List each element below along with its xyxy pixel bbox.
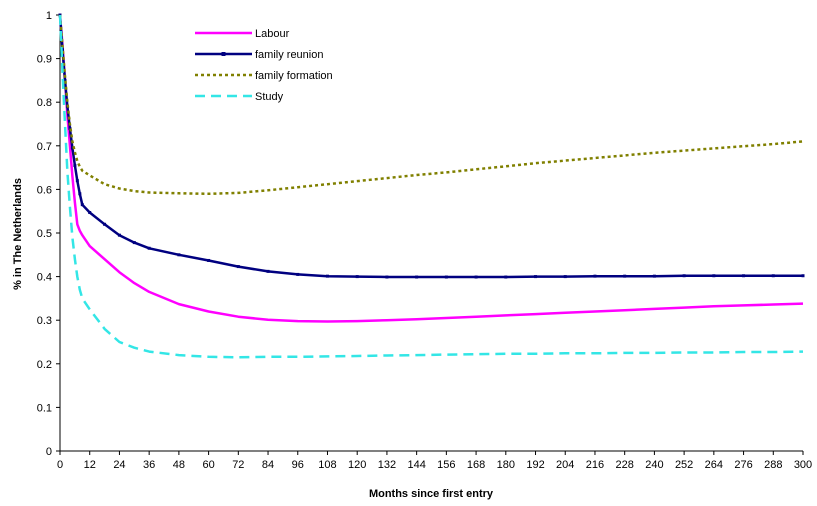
series-point-family-reunion	[132, 241, 136, 245]
x-tick-label: 0	[57, 459, 63, 471]
series-point-family-reunion	[355, 275, 359, 279]
series-point-family-reunion	[63, 78, 67, 82]
y-tick-label: 0	[46, 446, 52, 458]
x-tick-label: 264	[705, 459, 723, 471]
series-point-family-reunion	[712, 274, 716, 278]
series-line-study	[58, 14, 804, 359]
x-axis-ticks: 0 12 24 36 48 60 72 84 96 108 120 132 144 156 168 180 19…	[57, 451, 812, 471]
x-tick-label: 60	[202, 459, 214, 471]
y-tick-label: 0.4	[37, 272, 52, 284]
y-axis-title: % in The Netherlands	[12, 178, 24, 290]
legend-label-labour: Labour	[255, 28, 290, 40]
x-tick-label: 24	[113, 459, 125, 471]
series-point-family-reunion	[236, 265, 240, 269]
series-point-family-reunion	[325, 274, 329, 278]
series-point-family-reunion	[147, 246, 151, 250]
legend: Labour family reunion family formation Stud…	[195, 28, 333, 103]
x-tick-label: 276	[734, 459, 752, 471]
x-tick-label: 72	[232, 459, 244, 471]
x-tick-label: 300	[794, 459, 812, 471]
x-axis-title: Months since first entry	[369, 488, 494, 500]
series-point-family-reunion	[88, 211, 92, 215]
x-tick-label: 216	[586, 459, 604, 471]
x-tick-label: 84	[262, 459, 274, 471]
series-point-family-reunion	[652, 274, 656, 278]
series-point-family-reunion	[474, 275, 478, 279]
series-point-family-reunion	[266, 269, 270, 273]
x-tick-label: 288	[764, 459, 782, 471]
x-tick-label: 156	[437, 459, 455, 471]
x-tick-label: 96	[292, 459, 304, 471]
series-point-family-reunion	[444, 275, 448, 279]
series-point-family-reunion	[103, 222, 107, 226]
x-tick-label: 240	[645, 459, 663, 471]
series-point-family-reunion	[682, 274, 686, 278]
y-tick-label: 1	[46, 10, 52, 22]
series-point-family-reunion	[296, 272, 300, 276]
x-tick-label: 132	[378, 459, 396, 471]
series-lines	[58, 13, 805, 359]
x-tick-label: 48	[173, 459, 185, 471]
series-point-family-reunion	[504, 275, 508, 279]
series-point-family-reunion	[73, 163, 77, 167]
series-line-family-formation	[58, 14, 804, 196]
legend-label-family-formation: family formation	[255, 70, 333, 82]
y-tick-label: 0.1	[37, 402, 52, 414]
series-point-family-reunion	[117, 233, 121, 237]
y-tick-label: 0.6	[37, 184, 52, 196]
series-point-family-reunion	[75, 179, 79, 183]
y-tick-label: 0.3	[37, 315, 52, 327]
series-point-family-reunion	[207, 258, 211, 262]
series-line-family-reunion	[58, 14, 803, 279]
legend-label-family-reunion: family reunion	[255, 49, 323, 61]
series-point-family-reunion	[385, 275, 389, 279]
series-point-family-reunion	[78, 192, 82, 196]
series-point-family-reunion	[593, 274, 597, 278]
x-tick-label: 252	[675, 459, 693, 471]
x-tick-label: 168	[467, 459, 485, 471]
series-point-family-reunion	[563, 275, 567, 279]
x-tick-label: 120	[348, 459, 366, 471]
series-point-family-reunion	[80, 203, 84, 207]
x-tick-label: 144	[407, 459, 425, 471]
series-point-family-reunion	[177, 253, 181, 257]
x-tick-label: 12	[84, 459, 96, 471]
series-point-family-reunion	[415, 275, 419, 279]
y-tick-label: 0.9	[37, 54, 52, 66]
y-tick-label: 0.2	[37, 359, 52, 371]
legend-label-study: Study	[255, 91, 284, 103]
series-point-family-reunion	[623, 274, 627, 278]
series-point-family-reunion	[742, 274, 746, 278]
x-tick-label: 36	[143, 459, 155, 471]
x-tick-label: 228	[616, 459, 634, 471]
series-line-labour	[58, 14, 804, 323]
y-tick-label: 0.7	[37, 141, 52, 153]
y-tick-label: 0.5	[37, 228, 52, 240]
y-axis-ticks: 0 0.1 0.2 0.3 0.4 0.5 0.6 0.7 0.8 0.9 1	[37, 10, 60, 458]
x-tick-label: 108	[318, 459, 336, 471]
x-tick-label: 180	[497, 459, 515, 471]
series-point-family-reunion	[70, 146, 74, 150]
legend-marker-family-reunion	[221, 52, 226, 56]
series-point-family-reunion	[68, 126, 72, 130]
series-point-family-reunion	[534, 275, 538, 279]
y-tick-label: 0.8	[37, 97, 52, 109]
series-point-family-reunion	[801, 274, 805, 278]
series-point-family-reunion	[771, 274, 775, 278]
x-tick-label: 192	[526, 459, 544, 471]
x-tick-label: 204	[556, 459, 574, 471]
